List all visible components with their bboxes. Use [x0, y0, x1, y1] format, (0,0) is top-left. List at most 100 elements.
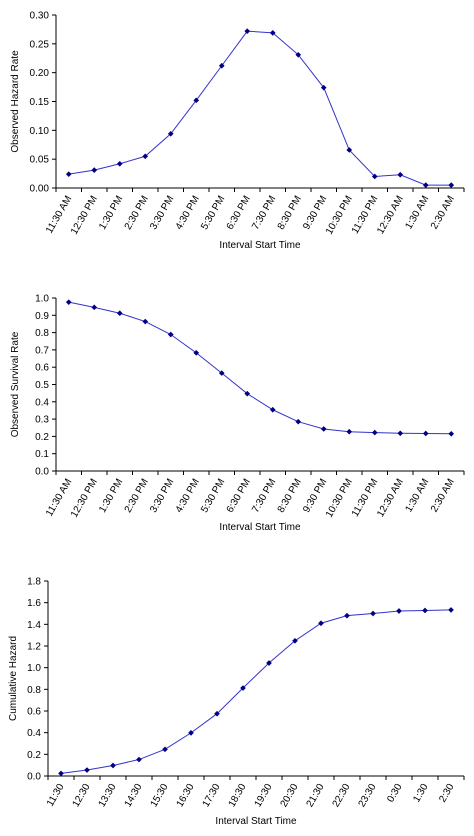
data-point: [193, 97, 200, 104]
y-tick-label: 0.15: [30, 97, 50, 108]
x-axis-title: Interval Start Time: [219, 522, 301, 533]
y-tick-label: 0.6: [27, 707, 41, 718]
series-line: [68, 301, 452, 435]
series-line: [68, 30, 452, 186]
y-tick-label: 0.7: [35, 345, 49, 356]
x-tick-label: 16:30: [175, 782, 197, 810]
x-tick-label: 9:30 PM: [301, 477, 329, 515]
data-point: [136, 756, 142, 763]
x-tick-label: 1:30 PM: [97, 477, 125, 515]
x-tick-label: 8:30 PM: [276, 477, 304, 515]
data-point: [116, 310, 123, 317]
y-tick-label: 0.0: [35, 467, 49, 478]
data-point: [58, 770, 64, 777]
data-point: [370, 610, 376, 617]
x-tick-label: 4:30 PM: [174, 194, 202, 232]
data-point: [320, 426, 327, 432]
y-tick-label: 0.25: [30, 39, 50, 50]
data-point: [397, 430, 404, 437]
x-tick-label: 1:30 AM: [403, 194, 431, 231]
data-point: [448, 182, 455, 188]
x-tick-label: 1:30: [411, 782, 430, 805]
x-tick-label: 4:30 PM: [174, 477, 202, 515]
y-axis-title: Observed Survival Rate: [10, 331, 21, 437]
data-point: [371, 173, 378, 180]
y-tick-label: 0.2: [35, 432, 49, 443]
x-tick-label: 13:30: [97, 782, 119, 810]
data-point: [91, 167, 98, 173]
y-tick-label: 0.6: [35, 363, 49, 374]
y-tick-label: 0.30: [30, 11, 50, 22]
x-tick-label: 1:30 AM: [403, 477, 431, 514]
y-tick-label: 0.3: [35, 415, 49, 426]
y-tick-label: 0.00: [30, 184, 50, 195]
x-tick-label: 1:30 PM: [97, 194, 125, 232]
data-point: [266, 660, 272, 666]
data-point: [65, 171, 72, 177]
data-point: [193, 350, 200, 356]
y-tick-label: 1.6: [27, 598, 41, 609]
x-tick-label: 8:30 PM: [276, 194, 304, 232]
y-tick-label: 0.10: [30, 126, 50, 137]
x-tick-label: 21:30: [305, 782, 327, 810]
data-point: [318, 620, 324, 627]
x-tick-label: 6:30 PM: [225, 194, 253, 232]
y-tick-label: 1.4: [27, 620, 41, 631]
series-line: [60, 609, 452, 774]
data-point: [344, 612, 350, 619]
data-point: [162, 746, 168, 753]
y-tick-label: 0.05: [30, 155, 50, 166]
y-tick-label: 0.2: [27, 750, 41, 761]
x-tick-label: 20:30: [279, 782, 301, 810]
data-point: [142, 318, 149, 325]
y-tick-label: 0.5: [35, 380, 49, 391]
y-tick-label: 0.0: [27, 772, 41, 783]
x-tick-label: 15:30: [149, 782, 171, 810]
x-tick-label: 23:30: [357, 782, 379, 810]
y-tick-label: 0.8: [35, 328, 49, 339]
x-tick-label: 22:30: [331, 782, 353, 810]
x-tick-label: 6:30 PM: [225, 477, 253, 515]
data-point: [65, 299, 72, 305]
x-tick-label: 3:30 PM: [148, 477, 176, 515]
y-tick-label: 1.0: [35, 294, 49, 305]
x-tick-label: 12:30: [71, 782, 93, 810]
x-tick-label: 2:30 PM: [123, 477, 151, 515]
y-tick-label: 0.20: [30, 68, 50, 79]
data-point: [422, 182, 429, 188]
x-tick-label: 11:30: [45, 782, 67, 809]
data-point: [422, 607, 428, 614]
data-point: [448, 607, 454, 613]
x-tick-label: 9:30 PM: [301, 194, 329, 232]
x-tick-label: 3:30 PM: [148, 194, 176, 232]
data-point: [116, 160, 123, 167]
data-point: [371, 429, 378, 436]
y-tick-label: 1.2: [27, 642, 41, 653]
data-point: [167, 130, 174, 137]
data-point: [397, 171, 404, 178]
data-point: [218, 370, 225, 376]
x-tick-label: 2:30: [437, 782, 456, 805]
x-tick-label: 18:30: [227, 782, 249, 810]
y-tick-label: 0.9: [35, 311, 49, 322]
x-tick-label: 2:30 PM: [123, 194, 151, 232]
data-point: [269, 406, 276, 413]
data-point: [295, 418, 302, 425]
data-point: [320, 84, 327, 91]
y-tick-label: 1.8: [27, 577, 41, 588]
y-tick-label: 0.4: [27, 728, 41, 739]
data-point: [142, 153, 149, 160]
data-point: [84, 767, 90, 773]
data-point: [188, 730, 194, 736]
y-axis-title: Cumulative Hazard: [8, 636, 19, 721]
y-tick-label: 1.0: [27, 663, 41, 674]
data-point: [110, 762, 116, 769]
x-axis-title: Interval Start Time: [215, 816, 297, 827]
x-tick-label: 2:30 AM: [429, 477, 457, 514]
x-tick-label: 7:30 PM: [250, 194, 278, 232]
x-tick-label: 14:30: [123, 782, 145, 810]
survival-rate-chart: 0.00.10.20.30.40.50.60.70.80.91.011:30 A…: [10, 294, 465, 533]
x-tick-label: 7:30 PM: [250, 477, 278, 515]
